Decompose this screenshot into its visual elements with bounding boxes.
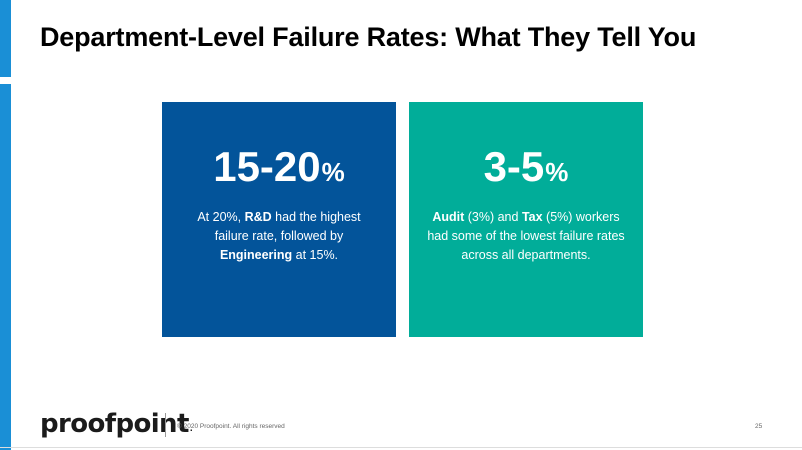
- slide-title: Department-Level Failure Rates: What The…: [40, 22, 697, 52]
- stat-unit: %: [545, 157, 569, 187]
- desc-text: At 20%,: [197, 210, 245, 224]
- accent-bar-side: [0, 84, 11, 450]
- copyright-text: © 2020 Proofpoint. All rights reserved: [177, 423, 285, 430]
- stat-value: 3-5%: [409, 146, 643, 188]
- stat-unit: %: [321, 157, 345, 187]
- stat-card-rnd-engineering: 15-20% At 20%, R&D had the highest failu…: [162, 102, 396, 337]
- stat-description: At 20%, R&D had the highest failure rate…: [179, 208, 379, 265]
- stat-card-audit-tax: 3-5% Audit (3%) and Tax (5%) workers had…: [409, 102, 643, 337]
- accent-bar-top: [0, 0, 11, 77]
- stat-number: 15-20: [213, 143, 321, 190]
- logo-mark: .: [189, 424, 193, 433]
- desc-text: had the highest failure rate, followed b…: [214, 210, 361, 243]
- desc-text: (5%) workers had some of the lowest fail…: [427, 210, 625, 262]
- logo-text: proofpoint: [40, 409, 189, 439]
- bottom-border: [0, 447, 802, 448]
- desc-bold: R&D: [244, 210, 272, 224]
- proofpoint-logo: proofpoint.: [40, 409, 193, 439]
- desc-text: at 15%.: [292, 248, 339, 262]
- desc-bold: Audit: [432, 210, 465, 224]
- desc-bold: Engineering: [219, 248, 293, 262]
- stat-value: 15-20%: [162, 146, 396, 188]
- footer-divider: [165, 413, 166, 437]
- stat-description: Audit (3%) and Tax (5%) workers had some…: [426, 208, 626, 265]
- desc-text: (3%) and: [464, 210, 522, 224]
- stat-number: 3-5: [483, 143, 545, 190]
- desc-bold: Tax: [521, 210, 543, 224]
- page-number: 25: [755, 423, 763, 430]
